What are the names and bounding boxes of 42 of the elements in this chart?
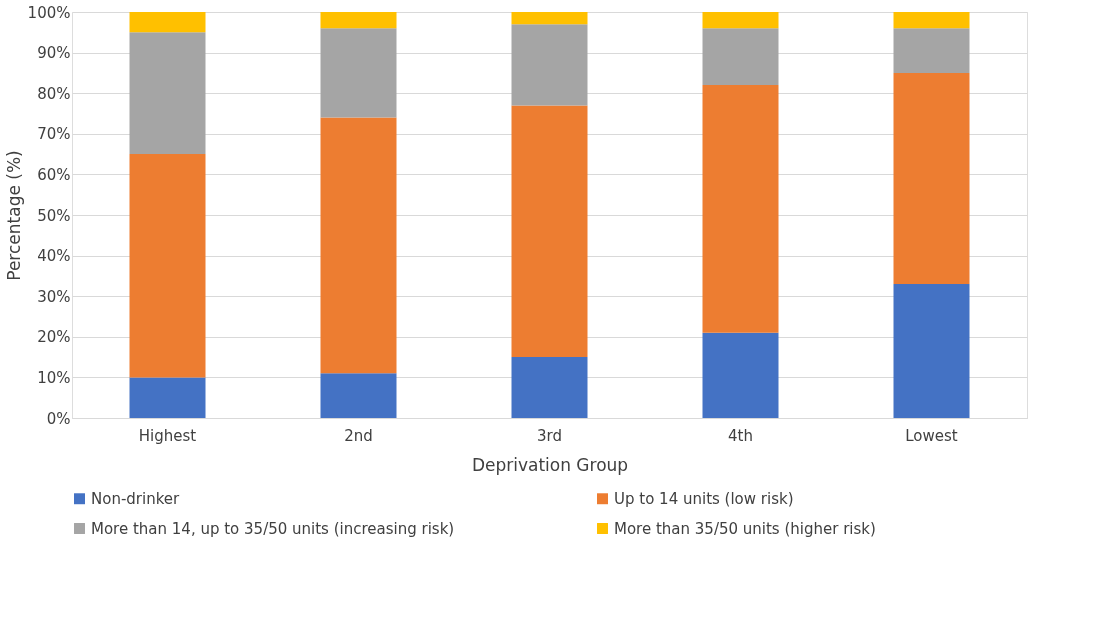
x-tick-label: Highest xyxy=(138,426,197,445)
bar xyxy=(320,12,397,29)
bar xyxy=(702,12,779,29)
legend-label: More than 14, up to 35/50 units (increasing risk) xyxy=(91,519,455,538)
x-tick-label: 3rd xyxy=(537,426,562,445)
bar xyxy=(511,24,588,106)
y-tick-label: 90% xyxy=(37,44,71,63)
bar xyxy=(320,373,397,418)
bar xyxy=(511,12,588,25)
y-tick-label: 70% xyxy=(37,125,71,144)
x-axis-title: Deprivation Group xyxy=(471,454,629,475)
y-tick-label: 60% xyxy=(37,165,71,184)
bar xyxy=(129,12,206,33)
bar xyxy=(129,32,206,155)
bar xyxy=(702,332,779,418)
x-tick-label: Lowest xyxy=(905,426,958,445)
bar xyxy=(893,72,970,285)
bar xyxy=(320,117,397,374)
bar xyxy=(893,284,970,418)
legend-label: Up to 14 units (low risk) xyxy=(614,489,794,508)
y-tick-label: 10% xyxy=(37,368,71,387)
x-tick-label: 4th xyxy=(728,426,753,445)
bar xyxy=(129,154,206,378)
y-tick-label: 80% xyxy=(37,84,71,103)
y-axis-title: Percentage (%) xyxy=(3,150,24,281)
bar xyxy=(129,377,206,418)
y-tick-label: 100% xyxy=(27,3,71,22)
bar xyxy=(320,28,397,118)
bar xyxy=(893,12,970,29)
y-tick-label: 30% xyxy=(37,287,71,306)
y-tick-label: 40% xyxy=(37,247,71,266)
bar xyxy=(511,357,588,418)
x-tick-label: 2nd xyxy=(344,426,373,445)
bar xyxy=(511,105,588,358)
legend-label: More than 35/50 units (higher risk) xyxy=(614,519,876,538)
y-tick-label: 20% xyxy=(37,328,71,347)
bar xyxy=(702,85,779,333)
legend-label: Non-drinker xyxy=(91,489,181,508)
y-tick-label: 0% xyxy=(46,409,71,428)
bar xyxy=(702,28,779,86)
y-tick-label: 50% xyxy=(37,206,71,225)
bar xyxy=(893,28,970,73)
